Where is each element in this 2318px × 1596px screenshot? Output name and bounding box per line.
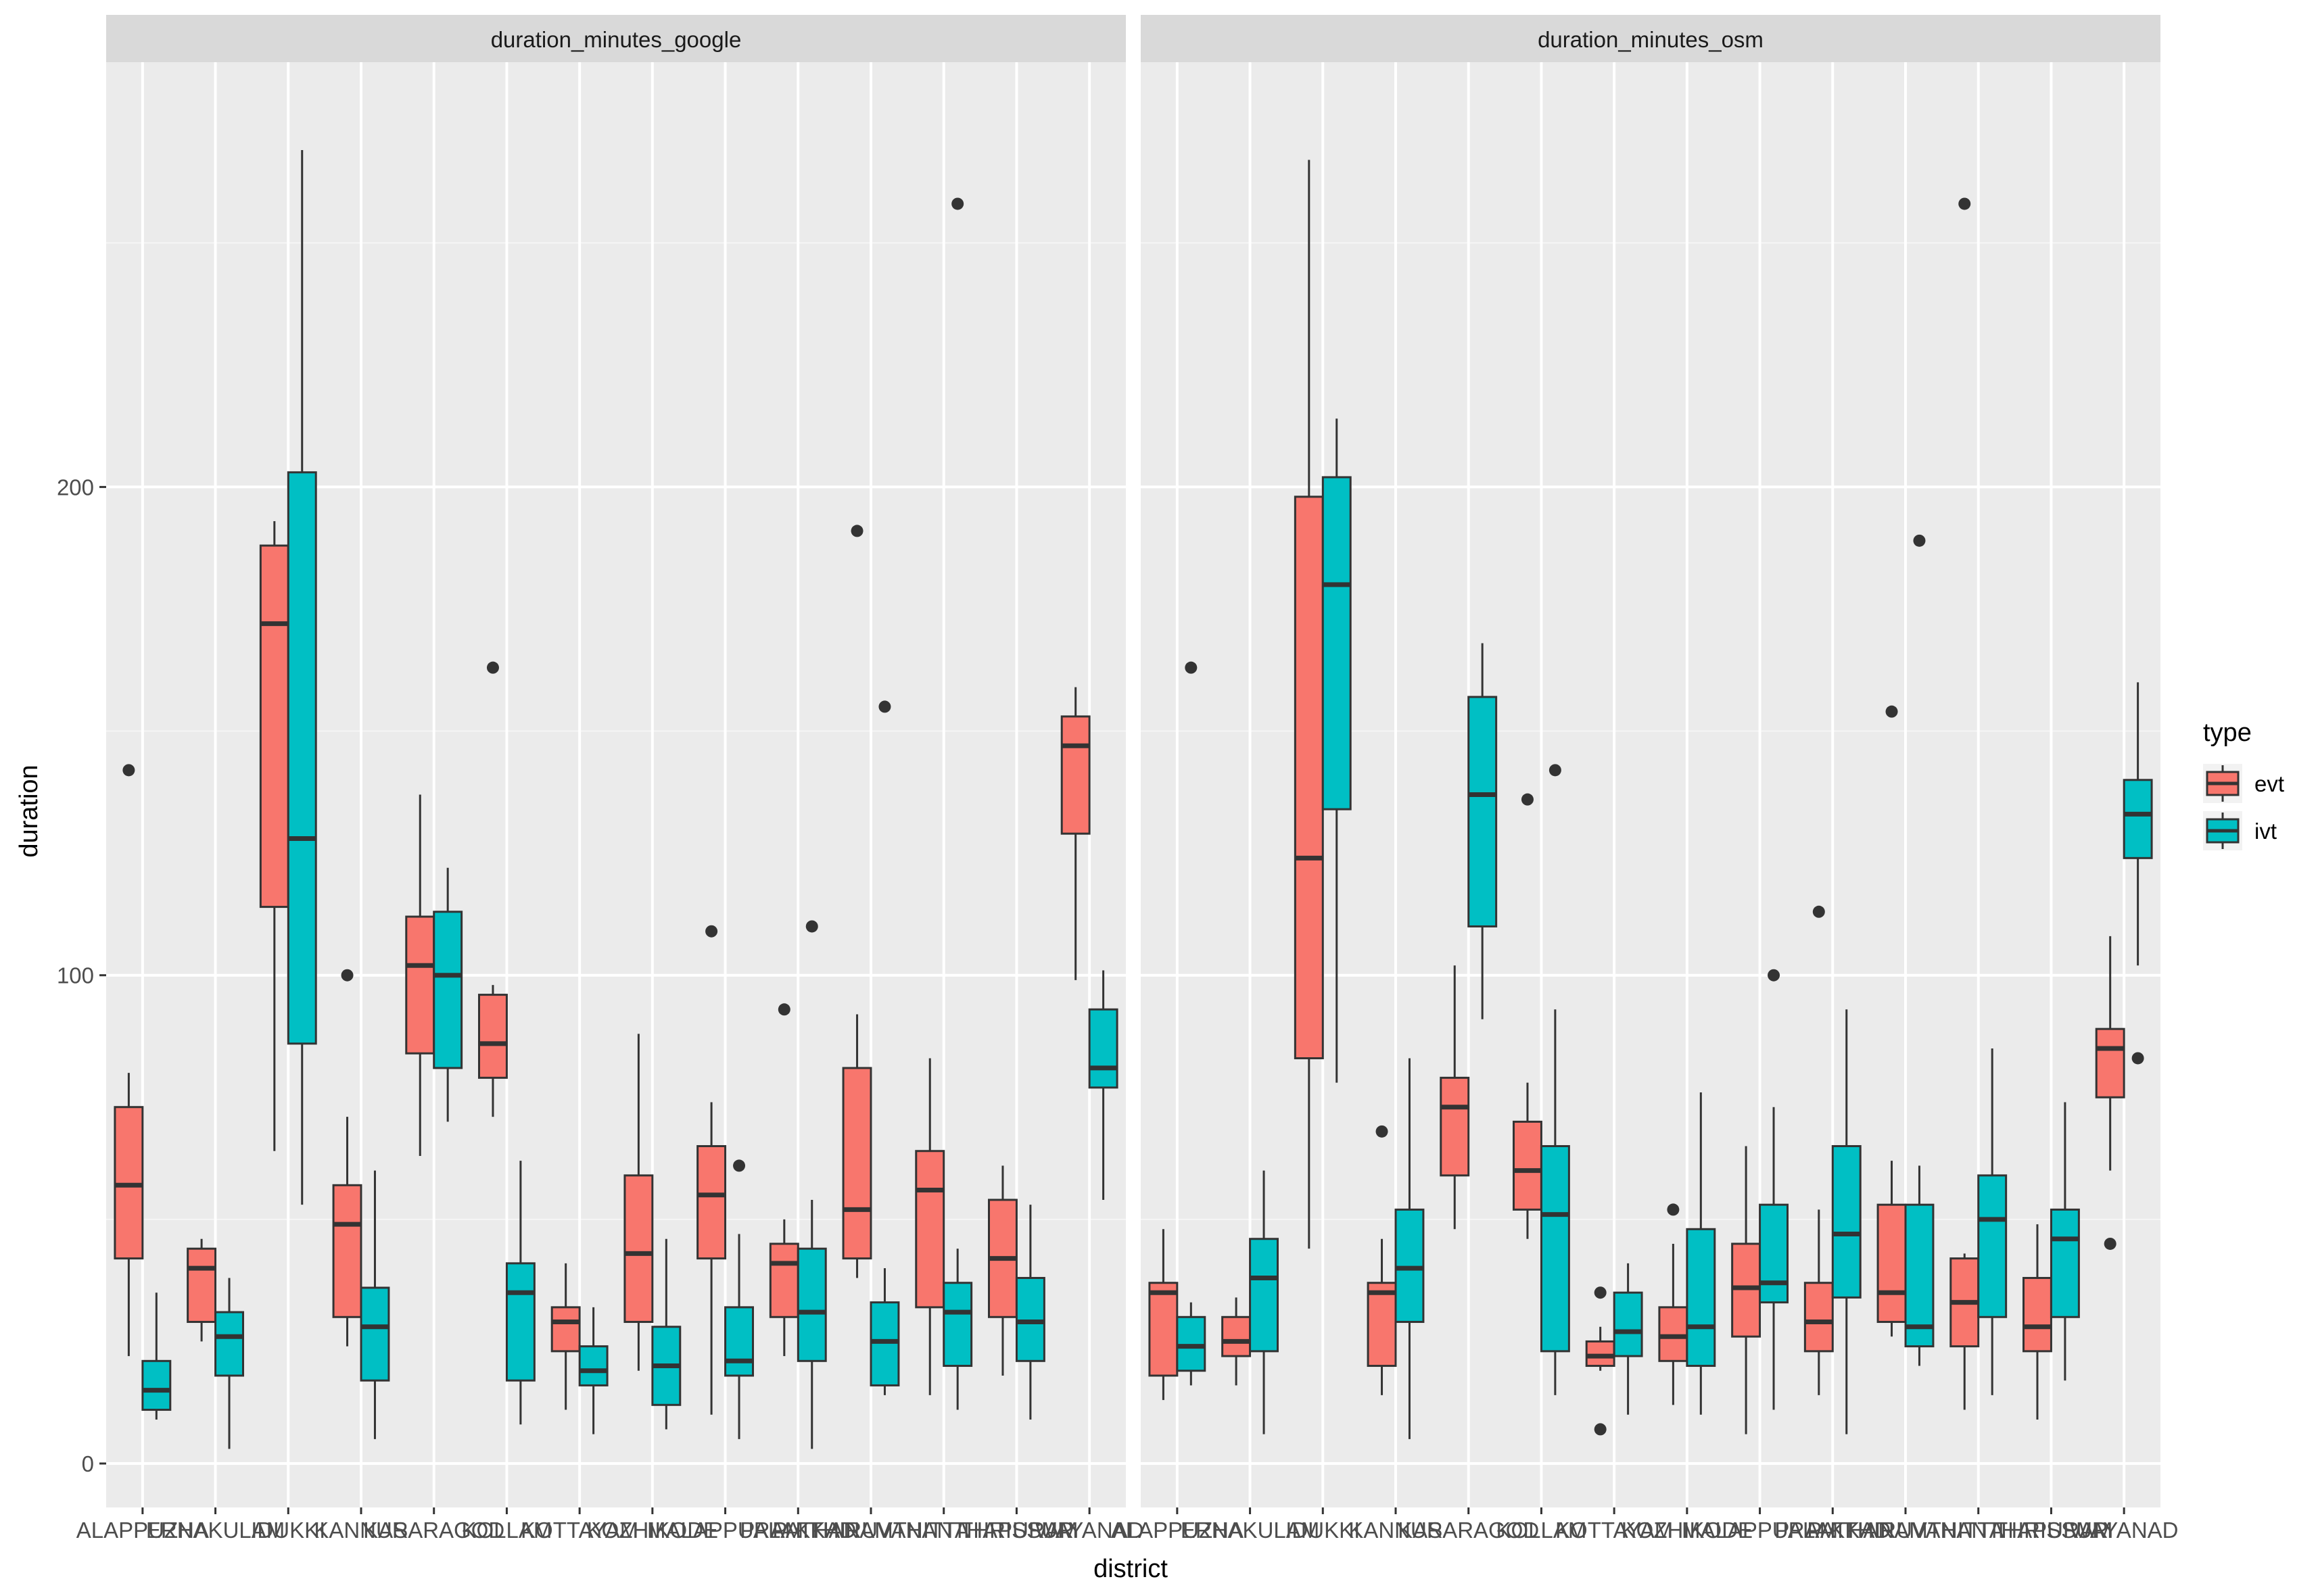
legend-label: ivt [2254, 819, 2277, 844]
box-iqr [1513, 1121, 1541, 1209]
outlier-point [878, 700, 891, 712]
box-iqr [288, 473, 316, 1044]
box-iqr [143, 1361, 170, 1409]
box-iqr [1177, 1317, 1205, 1370]
outlier-point [1886, 706, 1898, 718]
box-iqr [333, 1185, 361, 1317]
box-iqr [1016, 1278, 1044, 1361]
facet-strip-label: duration_minutes_google [491, 27, 742, 52]
legend-label: evt [2254, 771, 2284, 796]
box-iqr [1396, 1209, 1423, 1322]
box-iqr [871, 1303, 899, 1386]
box-iqr [1586, 1341, 1614, 1365]
box-iqr [2096, 1029, 2124, 1097]
outlier-point [1768, 969, 1780, 982]
outlier-point [2132, 1052, 2144, 1064]
box-iqr [479, 995, 506, 1078]
outlier-point [951, 197, 964, 210]
outlier-point [2104, 1238, 2116, 1250]
box-iqr [260, 546, 288, 907]
outlier-point [1521, 794, 1534, 806]
box-iqr [1878, 1205, 1906, 1322]
box-iqr [1250, 1239, 1278, 1351]
box-iqr [2023, 1278, 2051, 1351]
box-iqr [1832, 1146, 1860, 1298]
box-iqr [944, 1283, 972, 1366]
outlier-point [1913, 535, 1925, 547]
box-iqr [216, 1312, 243, 1376]
facet-strip-label: duration_minutes_osm [1538, 27, 1764, 52]
box-iqr [1614, 1292, 1642, 1356]
x-axis-title: district [1093, 1555, 1168, 1583]
box-iqr [726, 1307, 753, 1376]
box-iqr [1062, 717, 1089, 833]
box-iqr [1089, 1009, 1117, 1088]
panel-background [106, 62, 1126, 1507]
box-iqr [1441, 1078, 1469, 1175]
y-tick-label: 100 [57, 963, 94, 988]
box-iqr [1223, 1317, 1250, 1356]
box-iqr [1659, 1307, 1687, 1361]
box-iqr [798, 1249, 826, 1361]
panel-background [1141, 62, 2160, 1507]
outlier-point [1594, 1423, 1607, 1435]
outlier-point [341, 969, 354, 982]
y-axis-title: duration [15, 765, 43, 857]
box-iqr [625, 1176, 653, 1322]
box-iqr [361, 1288, 389, 1380]
box-iqr [1469, 697, 1496, 926]
outlier-point [1376, 1126, 1388, 1138]
box-iqr [698, 1146, 726, 1259]
outlier-point [122, 764, 135, 776]
box-iqr [552, 1307, 580, 1351]
box-iqr [506, 1263, 534, 1380]
box-iqr [406, 917, 434, 1053]
outlier-point [778, 1003, 790, 1015]
box-iqr [1805, 1283, 1832, 1351]
box-iqr [916, 1151, 944, 1307]
box-iqr [1687, 1229, 1715, 1365]
box-iqr [1732, 1244, 1760, 1336]
box-iqr [2051, 1209, 2079, 1317]
legend-title: type [2203, 719, 2252, 747]
box-iqr [434, 912, 462, 1068]
outlier-point [1185, 662, 1197, 674]
y-tick-label: 0 [82, 1451, 94, 1476]
box-iqr [843, 1068, 871, 1259]
box-iqr [580, 1347, 607, 1386]
outlier-point [733, 1159, 745, 1171]
outlier-point [1667, 1203, 1679, 1215]
facet-panel-2: duration_minutes_osm [1141, 15, 2160, 1507]
outlier-point [1958, 197, 1970, 210]
box-iqr [1323, 477, 1350, 809]
box-iqr [2124, 780, 2152, 859]
outlier-point [1594, 1286, 1607, 1299]
box-iqr [1979, 1176, 2006, 1317]
outlier-point [1813, 906, 1825, 918]
box-iqr [1760, 1205, 1788, 1302]
y-tick-label: 200 [57, 475, 94, 500]
outlier-point [851, 525, 864, 537]
box-iqr [188, 1249, 216, 1322]
box-iqr [770, 1244, 798, 1317]
outlier-point [1549, 764, 1561, 776]
outlier-point [487, 662, 499, 674]
box-iqr [1541, 1146, 1569, 1351]
box-iqr [1150, 1283, 1177, 1376]
box-iqr [115, 1107, 143, 1259]
x-tick-label: WAYANAD [2070, 1518, 2179, 1543]
facet-panel-1: duration_minutes_google [106, 15, 1126, 1507]
outlier-point [806, 920, 818, 932]
box-iqr [1295, 497, 1323, 1059]
outlier-point [705, 925, 717, 938]
box-iqr [1368, 1283, 1396, 1366]
